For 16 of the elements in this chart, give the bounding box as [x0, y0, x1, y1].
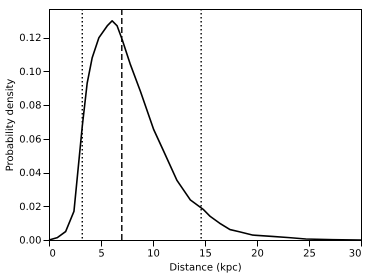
y-tick-label: 0.12: [19, 33, 42, 44]
y-axis-title: Probability density: [5, 78, 16, 172]
y-tick-label: 0.08: [19, 100, 42, 112]
y-tick-label: 0.00: [19, 236, 42, 246]
x-tick-label: 25: [303, 248, 316, 260]
x-tick-label: 10: [147, 248, 160, 260]
x-tick-label: 20: [251, 248, 264, 260]
x-axis-title: Distance (kpc): [169, 262, 242, 274]
x-tick-label: 5: [98, 248, 105, 260]
x-tick-label: 0: [50, 248, 56, 260]
y-tick-label: 0.04: [19, 168, 42, 180]
x-tick-label: 30: [348, 248, 362, 260]
y-tick-label: 0.02: [19, 202, 42, 213]
y-tick-label: 0.10: [19, 66, 42, 78]
y-tick-label: 0.06: [19, 134, 42, 146]
x-tick-label: 15: [199, 248, 212, 260]
